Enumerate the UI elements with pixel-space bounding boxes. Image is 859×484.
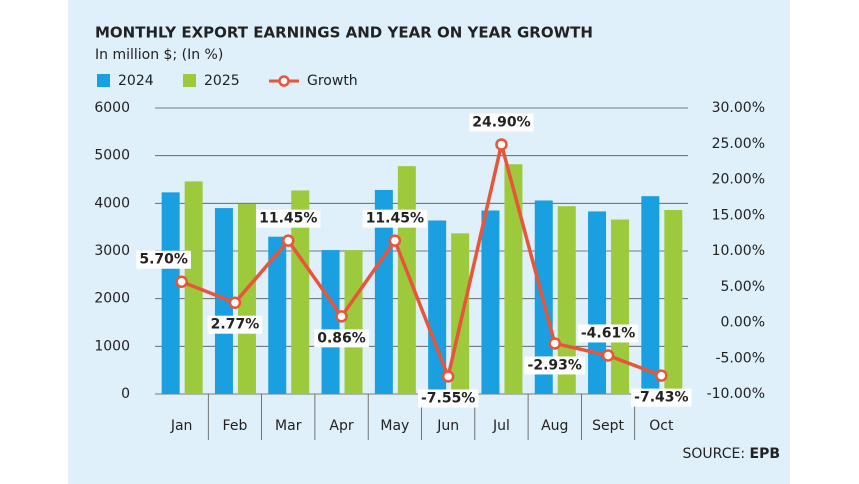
line-marker <box>228 296 242 309</box>
y-tick-label: 3000 <box>94 243 130 259</box>
source: SOURCE: EPB <box>683 446 780 462</box>
line-marker <box>175 275 188 288</box>
x-tick-label: Sept <box>592 418 624 434</box>
data-label: -2.93% <box>524 356 585 375</box>
source-label: SOURCE: <box>683 446 746 462</box>
legend-label: 2024 <box>118 73 154 89</box>
bar <box>588 211 607 394</box>
bar <box>321 250 340 394</box>
legend-label: 2025 <box>204 73 240 89</box>
x-tick-label: Aug <box>541 418 568 434</box>
data-label: 11.45% <box>362 209 428 228</box>
data-label: 24.90% <box>469 113 534 132</box>
bar <box>641 196 660 394</box>
bar <box>611 219 630 394</box>
bar <box>291 190 310 394</box>
x-tick-label: Jun <box>436 418 459 434</box>
data-label-box <box>524 356 585 375</box>
data-label-box <box>577 324 639 343</box>
y-tick-label: 6000 <box>94 100 130 116</box>
bar <box>161 192 180 394</box>
data-label: -7.55% <box>417 389 479 408</box>
line-marker <box>655 369 668 382</box>
y-tick-label: 1000 <box>94 338 130 354</box>
line-marker <box>335 310 348 323</box>
legend-marker <box>278 75 290 87</box>
data-label-text: -7.55% <box>421 390 475 406</box>
data-label-box <box>314 329 369 348</box>
data-label: 2.77% <box>207 315 263 334</box>
bar <box>481 210 500 394</box>
source-name: EPB <box>750 446 781 462</box>
y2-tick-label: 5.00% <box>721 279 765 295</box>
bar <box>664 210 683 394</box>
x-tick-label: Jan <box>170 418 193 434</box>
bar <box>344 250 363 394</box>
data-label-text: 2.77% <box>211 317 260 333</box>
x-tick-label: Feb <box>223 418 248 434</box>
y2-tick-label: -5.00% <box>715 350 765 366</box>
y2-tick-label: 20.00% <box>712 172 765 188</box>
x-tick-label: Oct <box>649 418 674 434</box>
y-tick-label: 2000 <box>94 291 130 307</box>
bar <box>268 236 287 394</box>
y2-tick-label: 10.00% <box>712 243 765 259</box>
y2-tick-label: 30.00% <box>712 100 765 116</box>
data-label: -7.43% <box>631 388 692 407</box>
line-marker <box>548 337 561 350</box>
chart-title: MONTHLY EXPORT EARNINGS AND YEAR ON YEAR… <box>95 24 593 42</box>
bar <box>374 189 393 394</box>
y2-tick-label: 25.00% <box>712 136 765 152</box>
data-label: 5.70% <box>136 250 191 269</box>
data-label: -4.61% <box>577 324 639 343</box>
line-marker <box>495 138 508 151</box>
data-label-text: -2.93% <box>528 357 582 373</box>
bar <box>214 208 233 394</box>
bar <box>504 164 523 394</box>
data-label-box <box>136 250 191 269</box>
legend-swatch <box>97 74 110 87</box>
line-marker <box>441 370 455 383</box>
data-label-box <box>417 389 479 408</box>
data-label-text: 24.90% <box>472 114 530 130</box>
line-marker <box>601 349 615 362</box>
chart-subtitle: In million $; (In %) <box>95 47 223 63</box>
y2-tick-label: 15.00% <box>712 207 765 223</box>
data-label-box <box>631 388 692 407</box>
legend-swatch <box>183 74 196 87</box>
x-tick-label: Apr <box>329 418 353 434</box>
data-label-text: 11.45% <box>366 211 424 227</box>
line <box>181 144 662 383</box>
data-label: 0.86% <box>314 329 369 348</box>
data-label-box <box>362 209 428 228</box>
x-tick-label: Mar <box>275 418 302 434</box>
data-label-text: 5.70% <box>139 252 188 268</box>
data-label: 11.45% <box>256 209 321 228</box>
data-label-text: 11.45% <box>259 211 317 227</box>
y2-tick-label: -10.00% <box>707 386 765 402</box>
y-tick-label: 0 <box>121 386 130 402</box>
y-tick-label: 5000 <box>94 148 130 164</box>
data-label-box <box>256 209 321 228</box>
bar <box>451 233 470 394</box>
data-label-text: -4.61% <box>581 325 635 341</box>
data-label-text: 0.86% <box>317 330 366 346</box>
data-label-text: -7.43% <box>634 390 688 406</box>
line-marker <box>388 234 402 247</box>
bar <box>397 166 416 394</box>
x-tick-label: May <box>380 418 409 434</box>
y-tick-label: 4000 <box>94 195 130 211</box>
x-tick-label: Jul <box>492 418 510 434</box>
data-label-box <box>469 113 534 132</box>
y2-tick-label: 0.00% <box>721 315 765 331</box>
data-label-box <box>207 315 263 334</box>
legend-label: Growth <box>307 73 358 89</box>
bar <box>428 220 447 394</box>
line-marker <box>282 234 295 247</box>
bar <box>237 203 256 394</box>
